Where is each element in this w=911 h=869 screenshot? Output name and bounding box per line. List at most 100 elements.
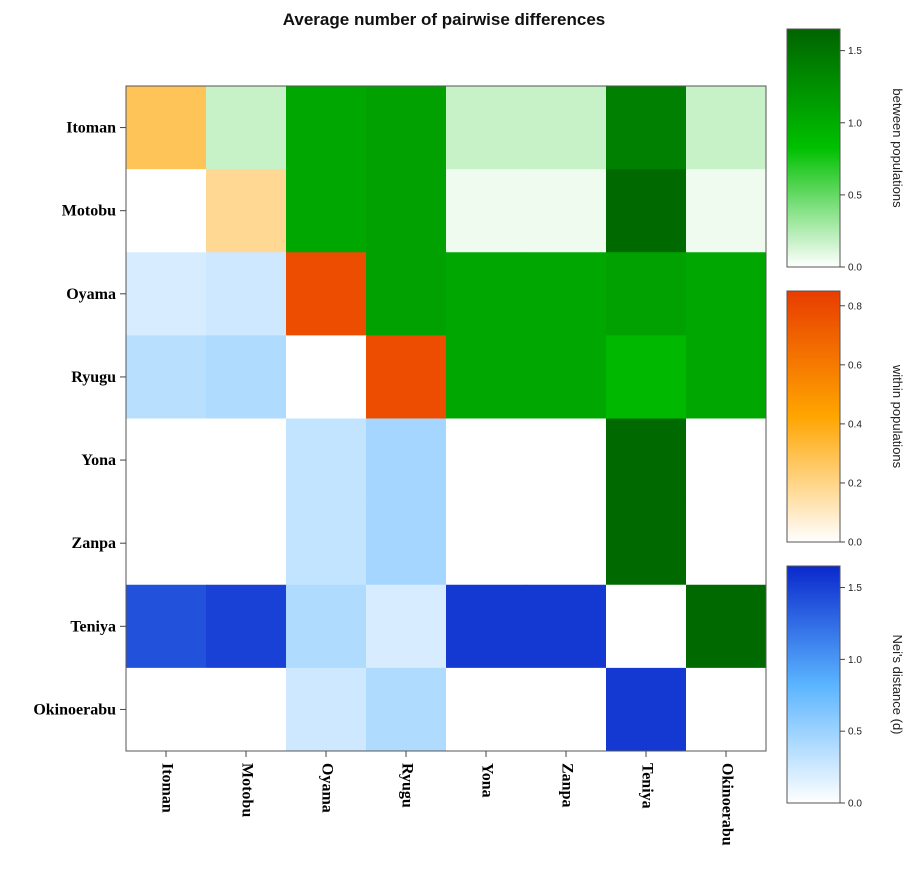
colorbar-tick-label: 0.0 xyxy=(848,263,862,274)
heatmap-cell xyxy=(366,86,447,170)
heatmap-cell xyxy=(126,335,207,419)
colorbar-tick-label: 1.5 xyxy=(848,583,862,594)
heatmap-cell xyxy=(366,252,447,336)
colorbar-gradient xyxy=(786,565,841,804)
column-label: Oyama xyxy=(318,763,335,813)
heatmap-cell xyxy=(206,501,287,586)
heatmap-cell xyxy=(526,667,607,752)
heatmap-cell xyxy=(126,169,207,253)
heatmap-cell xyxy=(366,667,447,752)
heatmap-cell xyxy=(286,169,367,253)
heatmap-cells xyxy=(126,86,767,752)
colorbar: 0.0 0.2 0.4 0.6 0.8 within populations xyxy=(786,290,905,549)
heatmap-cell xyxy=(686,667,767,752)
column-label: Ryugu xyxy=(398,763,415,808)
heatmap-cell xyxy=(446,501,527,586)
heatmap-cell xyxy=(526,335,607,419)
heatmap-cell xyxy=(526,418,607,503)
heatmap-cell xyxy=(286,418,367,503)
colorbar-tick-label: 0.4 xyxy=(848,419,862,430)
heatmap-cell xyxy=(446,86,527,170)
column-label: Okinoerabu xyxy=(718,763,735,846)
heatmap-cell xyxy=(286,584,367,669)
colorbar-label: between populations xyxy=(890,88,905,208)
heatmap-cell xyxy=(286,335,367,419)
row-label: Ryugu xyxy=(71,369,116,386)
row-labels: Itoman Motobu Oyama Ryugu Yona Zanpa Teniya Oki… xyxy=(33,120,126,718)
heatmap-cell xyxy=(366,169,447,253)
heatmap-cell xyxy=(206,584,287,669)
heatmap-cell xyxy=(606,252,687,336)
heatmap-cell xyxy=(526,86,607,170)
column-label: Teniya xyxy=(638,763,655,809)
heatmap-cell xyxy=(126,501,207,586)
heatmap-cell xyxy=(286,667,367,752)
heatmap-cell xyxy=(686,252,767,336)
heatmap-cell xyxy=(446,335,527,419)
row-label: Oyama xyxy=(66,286,116,303)
colorbar-tick-label: 0.2 xyxy=(848,478,862,489)
chart-title: Average number of pairwise differences xyxy=(283,10,605,29)
colorbar-label: within populations xyxy=(890,364,905,469)
heatmap-cell xyxy=(366,501,447,586)
heatmap-cell xyxy=(446,418,527,503)
row-label: Okinoerabu xyxy=(33,701,116,718)
heatmap-cell xyxy=(606,335,687,419)
heatmap-cell xyxy=(686,501,767,586)
heatmap-cell xyxy=(446,584,527,669)
heatmap-cell xyxy=(286,501,367,586)
heatmap-frame xyxy=(125,85,767,752)
heatmap-cell xyxy=(206,418,287,503)
heatmap-cell xyxy=(366,418,447,503)
heatmap-cell xyxy=(126,86,207,170)
heatmap-cell xyxy=(526,169,607,253)
heatmap-cell xyxy=(126,584,207,669)
column-label: Yona xyxy=(478,763,495,798)
heatmap-cell xyxy=(286,252,367,336)
row-label: Zanpa xyxy=(72,535,116,552)
heatmap-cell xyxy=(206,335,287,419)
colorbar-tick-label: 0.8 xyxy=(848,301,862,312)
heatmap-cell xyxy=(686,169,767,253)
heatmap-cell xyxy=(366,335,447,419)
heatmap-cell xyxy=(606,86,687,170)
heatmap-cell xyxy=(686,584,767,669)
column-label: Itoman xyxy=(158,763,175,813)
heatmap-cell xyxy=(126,667,207,752)
row-label: Yona xyxy=(81,452,116,469)
colorbar-gradient xyxy=(786,290,841,543)
heatmap-cell xyxy=(606,418,687,503)
column-labels: Itoman Motobu Oyama Ryugu Yona Zanpa Teniya Oki… xyxy=(158,751,735,846)
heatmap-cell xyxy=(606,501,687,586)
colorbar-gradient xyxy=(786,28,841,268)
colorbar-tick-label: 0.5 xyxy=(848,727,862,738)
heatmap-cell xyxy=(126,252,207,336)
heatmap-cell xyxy=(526,252,607,336)
column-label: Motobu xyxy=(238,763,255,817)
colorbar: 0.0 0.5 1.0 1.5 Nei's distance (d) xyxy=(786,565,905,810)
colorbar-tick-label: 1.5 xyxy=(848,46,862,57)
colorbar-label: Nei's distance (d) xyxy=(890,634,905,734)
heatmap-cell xyxy=(526,584,607,669)
heatmap-cell xyxy=(446,252,527,336)
heatmap-cell xyxy=(446,169,527,253)
colorbar-tick-label: 1.0 xyxy=(848,118,862,129)
heatmap-cell xyxy=(606,667,687,752)
heatmap-cell xyxy=(686,418,767,503)
colorbar-tick-label: 0.5 xyxy=(848,190,862,201)
heatmap-cell xyxy=(686,86,767,170)
colorbar: 0.0 0.5 1.0 1.5 between populations xyxy=(786,28,905,274)
colorbar-tick-label: 0.0 xyxy=(848,538,862,549)
row-label: Teniya xyxy=(70,618,116,635)
heatmap-cell xyxy=(286,86,367,170)
heatmap-cell xyxy=(206,169,287,253)
colorbar-tick-label: 0.0 xyxy=(848,799,862,810)
colorbars: 0.0 0.5 1.0 1.5 between populations 0.0 0.2 0.4… xyxy=(786,28,905,810)
heatmap-cell xyxy=(206,667,287,752)
column-label: Zanpa xyxy=(558,763,575,807)
heatmap-cell xyxy=(606,584,687,669)
colorbar-tick-label: 1.0 xyxy=(848,655,862,666)
row-label: Itoman xyxy=(66,120,116,137)
heatmap-cell xyxy=(366,584,447,669)
